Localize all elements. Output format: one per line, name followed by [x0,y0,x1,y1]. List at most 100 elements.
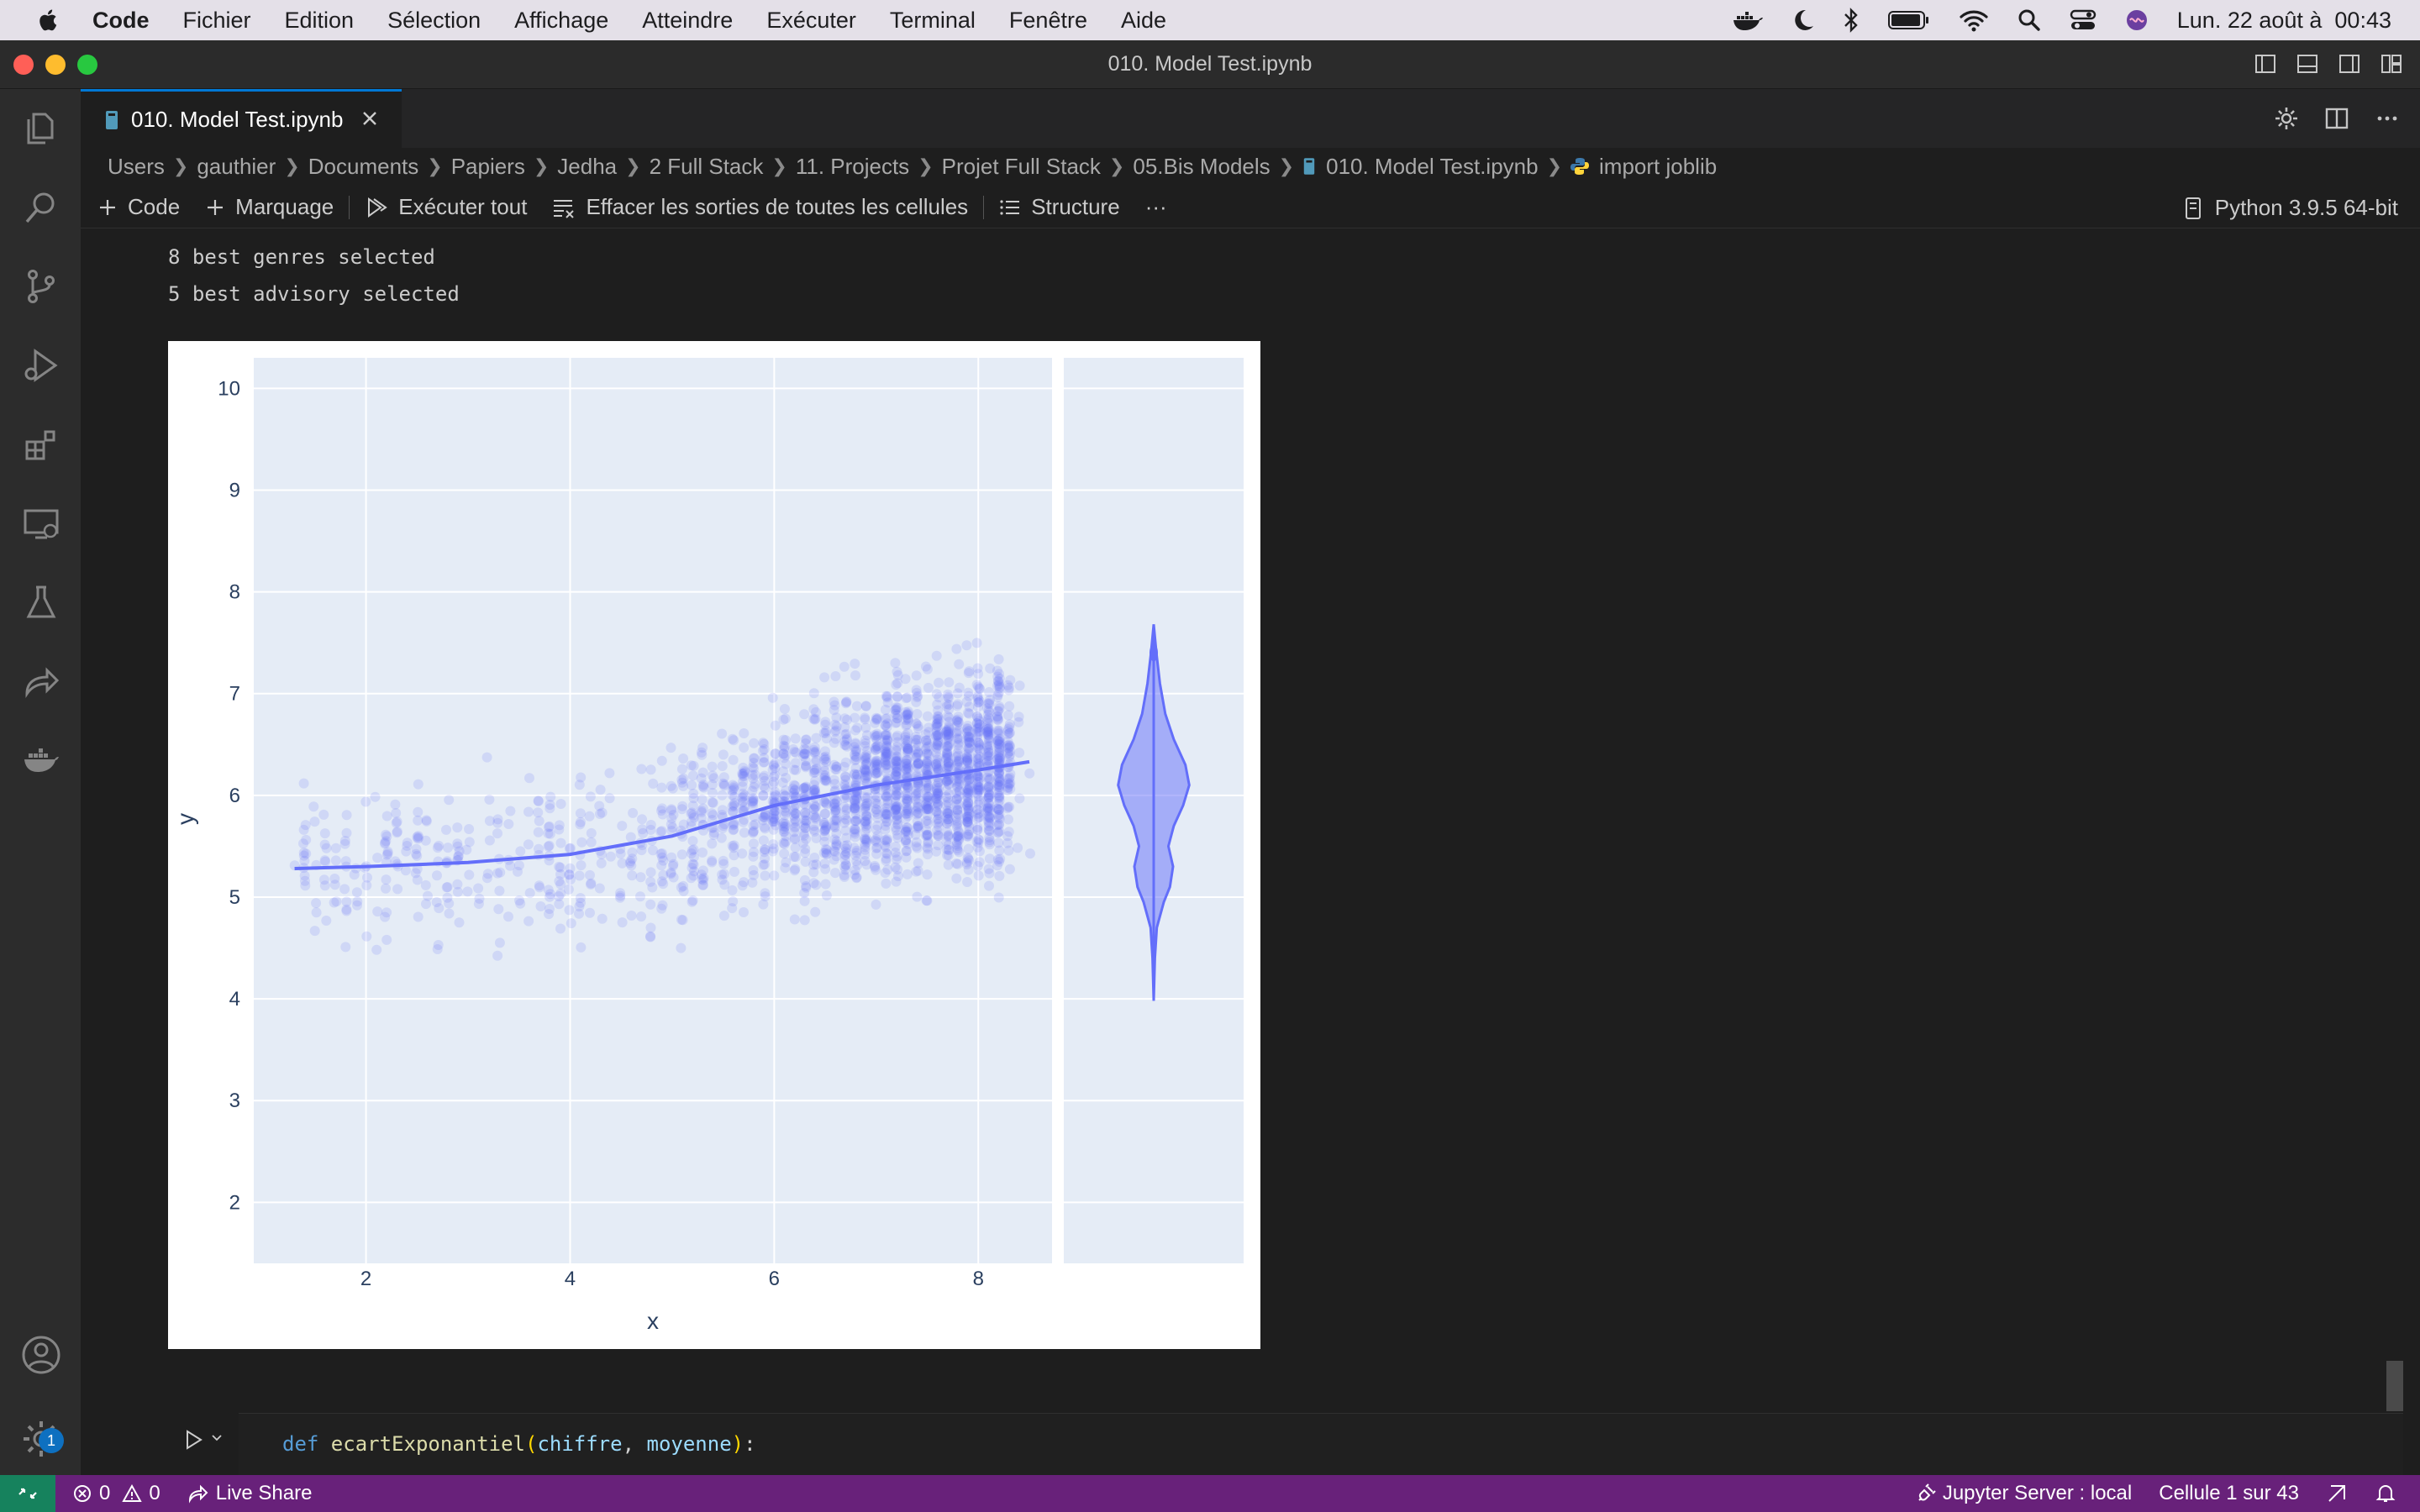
spotlight-search-icon[interactable] [2018,8,2041,32]
scatter-point [951,752,962,763]
menu-affichage[interactable]: Affichage [514,7,609,33]
breadcrumb-item[interactable]: Jedha [557,153,618,179]
tab-model-test-notebook[interactable]: 010. Model Test.ipynb [81,89,402,148]
scatter-point [913,803,923,814]
scatter-point [808,878,819,889]
menu-fenetre[interactable]: Fenêtre [1008,7,1087,33]
extensions-icon[interactable] [20,423,62,465]
breadcrumb-item[interactable]: 11. Projects [795,153,910,179]
scatter-point [413,911,424,922]
testing-flask-icon[interactable] [20,581,62,623]
scatter-point [300,820,311,831]
toggle-secondary-sidebar-icon[interactable] [2338,52,2361,76]
notifications-bell-icon[interactable] [2375,1483,2396,1504]
run-debug-icon[interactable] [20,344,62,386]
control-center-icon[interactable] [2070,8,2096,32]
scatter-point [902,712,913,723]
window-minimize-button[interactable] [45,55,66,75]
breadcrumb-item[interactable]: 2 Full Stack [649,153,764,179]
scatter-point [911,866,922,877]
breadcrumb-item[interactable]: import joblib [1599,153,1718,179]
menu-selection[interactable]: Sélection [387,7,481,33]
scatter-point [453,851,464,861]
source-control-icon[interactable] [20,265,62,307]
search-icon[interactable] [20,186,62,228]
problems-indicator[interactable]: 0 0 [72,1482,160,1505]
jupyter-server-status[interactable]: Jupyter Server : local [1916,1482,2132,1505]
chevron-down-icon[interactable] [210,1431,224,1445]
menu-atteindre[interactable]: Atteindre [642,7,734,33]
breadcrumb-item[interactable]: Papiers [450,153,525,179]
toggle-primary-sidebar-icon[interactable] [2254,52,2277,76]
split-editor-icon[interactable] [2324,106,2349,131]
breadcrumb-item[interactable]: 010. Model Test.ipynb [1326,153,1539,179]
customize-layout-icon[interactable] [2380,52,2403,76]
more-actions-icon[interactable] [2375,106,2400,131]
scatter-point [309,816,320,827]
remote-explorer-icon[interactable] [20,502,62,544]
scatter-point [841,832,852,843]
toolbar-more-button[interactable]: ··· [1144,194,1167,219]
docker-whale-icon[interactable] [1732,8,1764,32]
accounts-icon[interactable] [20,1334,62,1376]
menu-aide[interactable]: Aide [1120,7,1167,33]
breadcrumb-item[interactable]: Projet Full Stack [941,153,1101,179]
run-all-button[interactable]: Exécuter tout [365,194,527,220]
add-code-cell-button[interactable]: Code [97,194,180,220]
code-cell[interactable]: def ecartExponantiel(chiffre, moyenne): [155,1413,2403,1475]
scatter-point [881,738,892,748]
scatter-point [657,852,668,863]
menu-edition[interactable]: Edition [284,7,355,33]
scatter-point [718,858,729,869]
add-markdown-cell-button[interactable]: Marquage [205,194,334,220]
run-cell-icon[interactable] [182,1428,205,1452]
scatter-point [821,798,831,809]
scatter-point [942,811,953,822]
docker-icon[interactable] [20,739,62,781]
kernel-picker[interactable]: Python 3.9.5 64-bit [2183,195,2398,221]
explorer-icon[interactable] [20,108,62,150]
battery-icon[interactable] [1887,9,1930,31]
bluetooth-icon[interactable] [1843,8,1860,33]
scatter-point [687,801,698,811]
code-editor[interactable]: def ecartExponantiel(chiffre, moyenne): [239,1413,2403,1475]
apple-logo-icon[interactable] [35,7,62,34]
scatter-point [739,814,750,825]
remote-indicator[interactable] [0,1475,55,1512]
menu-app-code[interactable]: Code [92,7,150,33]
clear-all-outputs-button[interactable]: Effacer les sorties de toutes les cellul… [552,194,968,220]
breadcrumb-item[interactable]: Users [108,153,165,179]
scatter-point [829,727,840,738]
scatter-point [971,779,982,790]
scatter-point [859,764,870,774]
menu-fichier[interactable]: Fichier [182,7,251,33]
scatter-point [902,869,913,879]
moon-icon[interactable] [1792,8,1814,32]
menu-clock[interactable]: Lun. 22 août à 00:43 [2176,7,2391,33]
breadcrumb-item[interactable]: gauthier [197,153,276,179]
notebook-settings-gear-icon[interactable] [2274,106,2299,131]
close-icon[interactable] [358,107,381,130]
live-share-button[interactable]: Live Share [187,1482,312,1505]
window-zoom-button[interactable] [77,55,97,75]
feedback-icon[interactable] [2326,1483,2348,1504]
breadcrumb-item[interactable]: 05.Bis Models [1133,153,1270,179]
cell-position[interactable]: Cellule 1 sur 43 [2159,1482,2299,1504]
menu-terminal[interactable]: Terminal [889,7,976,33]
menu-executer[interactable]: Exécuter [766,7,856,33]
scatter-point [953,717,964,727]
window-close-button[interactable] [13,55,34,75]
scatter-point [942,748,953,759]
toggle-panel-icon[interactable] [2296,52,2319,76]
scatter-point [941,791,952,802]
scatter-point [871,734,882,745]
scrollbar-thumb[interactable] [2386,1361,2403,1411]
breadcrumb-item[interactable]: Documents [308,153,419,179]
outline-button[interactable]: Structure [999,194,1120,220]
plotly-figure[interactable]: 2 4 6 8 2 3 4 5 6 7 8 9 10 x y [168,341,1260,1349]
live-share-icon[interactable] [20,660,62,702]
wifi-icon[interactable] [1959,8,1989,32]
scatter-point [920,744,931,755]
scatter-point [972,773,983,784]
siri-icon[interactable] [2125,8,2149,32]
